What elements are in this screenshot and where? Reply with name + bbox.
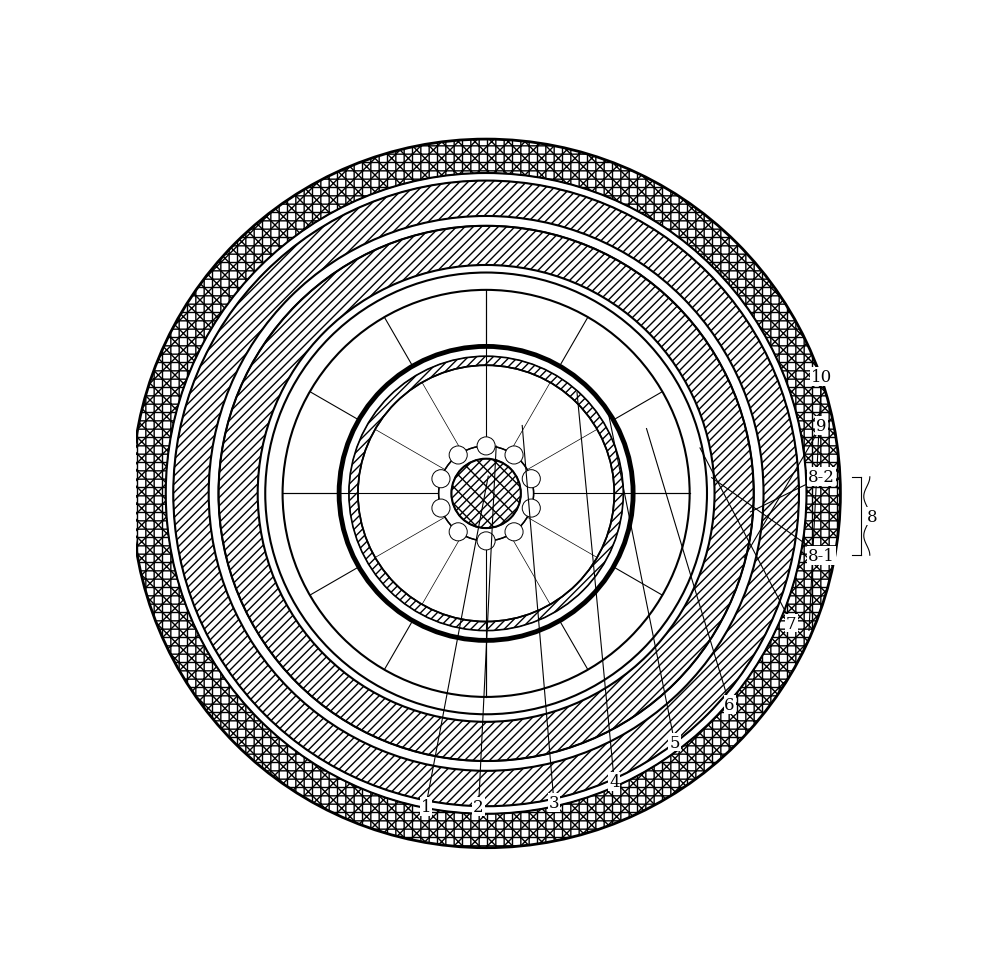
- Circle shape: [451, 460, 521, 528]
- Text: 5: 5: [669, 734, 680, 751]
- Circle shape: [477, 532, 495, 551]
- Circle shape: [477, 437, 495, 456]
- Text: 8-2: 8-2: [808, 468, 835, 486]
- Text: 7: 7: [786, 615, 797, 632]
- Circle shape: [432, 500, 450, 517]
- Text: 10: 10: [811, 369, 832, 385]
- Circle shape: [522, 470, 540, 488]
- Circle shape: [449, 447, 467, 465]
- Circle shape: [449, 523, 467, 541]
- Text: 6: 6: [724, 696, 735, 713]
- Circle shape: [505, 523, 523, 541]
- Text: 2: 2: [473, 798, 484, 815]
- Text: 9: 9: [816, 418, 827, 434]
- Text: 8-1: 8-1: [808, 547, 835, 564]
- Text: 3: 3: [549, 794, 559, 811]
- Circle shape: [432, 470, 450, 488]
- Text: 8: 8: [867, 508, 877, 525]
- Circle shape: [522, 500, 540, 517]
- Text: 4: 4: [609, 773, 620, 790]
- Text: 1: 1: [420, 798, 431, 815]
- Circle shape: [505, 447, 523, 465]
